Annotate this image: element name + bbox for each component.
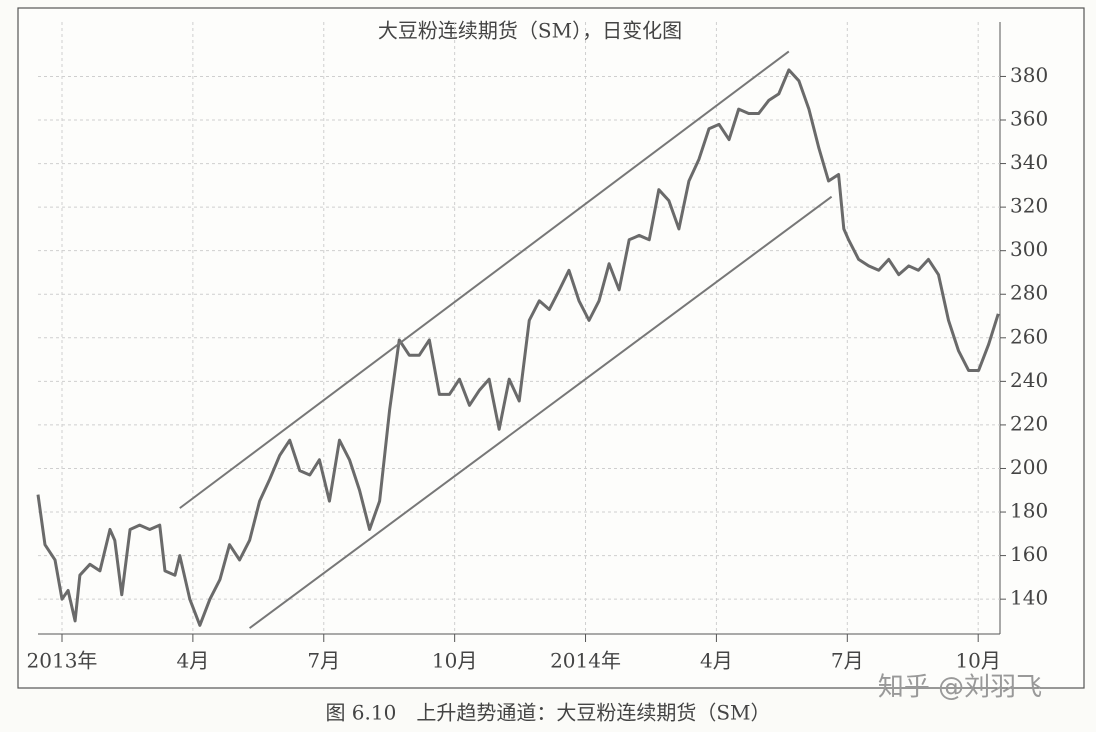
y-tick-label: 320 bbox=[1010, 194, 1048, 218]
x-tick-label: 2013年 bbox=[27, 649, 98, 673]
y-tick-label: 140 bbox=[1010, 586, 1048, 610]
caption: 图 6.10 上升趋势通道：大豆粉连续期货（SM） bbox=[325, 701, 770, 725]
y-tick-label: 180 bbox=[1010, 499, 1048, 523]
channel-line bbox=[249, 195, 833, 629]
x-tick-label: 4月 bbox=[177, 649, 210, 673]
y-tick-label: 260 bbox=[1010, 324, 1048, 348]
channel-line bbox=[179, 50, 790, 509]
y-tick-label: 300 bbox=[1010, 237, 1048, 261]
x-tick-label: 10月 bbox=[432, 649, 477, 673]
watermark: 知乎 @刘羽飞 bbox=[878, 673, 1042, 703]
x-tick-label: 2014年 bbox=[550, 649, 621, 673]
price-line bbox=[36, 68, 1000, 627]
y-tick-label: 340 bbox=[1010, 150, 1048, 174]
y-tick-label: 200 bbox=[1010, 455, 1048, 479]
x-tick-label: 7月 bbox=[831, 649, 864, 673]
y-tick-label: 240 bbox=[1010, 368, 1048, 392]
x-tick-label: 4月 bbox=[700, 649, 733, 673]
x-tick-label: 10月 bbox=[955, 649, 1000, 673]
chart-title: 大豆粉连续期货（SM），日变化图 bbox=[378, 19, 682, 43]
x-tick-label: 7月 bbox=[307, 649, 340, 673]
y-tick-label: 220 bbox=[1010, 411, 1048, 435]
y-tick-label: 380 bbox=[1010, 63, 1048, 87]
y-tick-label: 360 bbox=[1010, 107, 1048, 131]
y-tick-label: 160 bbox=[1010, 542, 1048, 566]
frame bbox=[17, 7, 1085, 689]
y-tick-label: 280 bbox=[1010, 281, 1048, 305]
